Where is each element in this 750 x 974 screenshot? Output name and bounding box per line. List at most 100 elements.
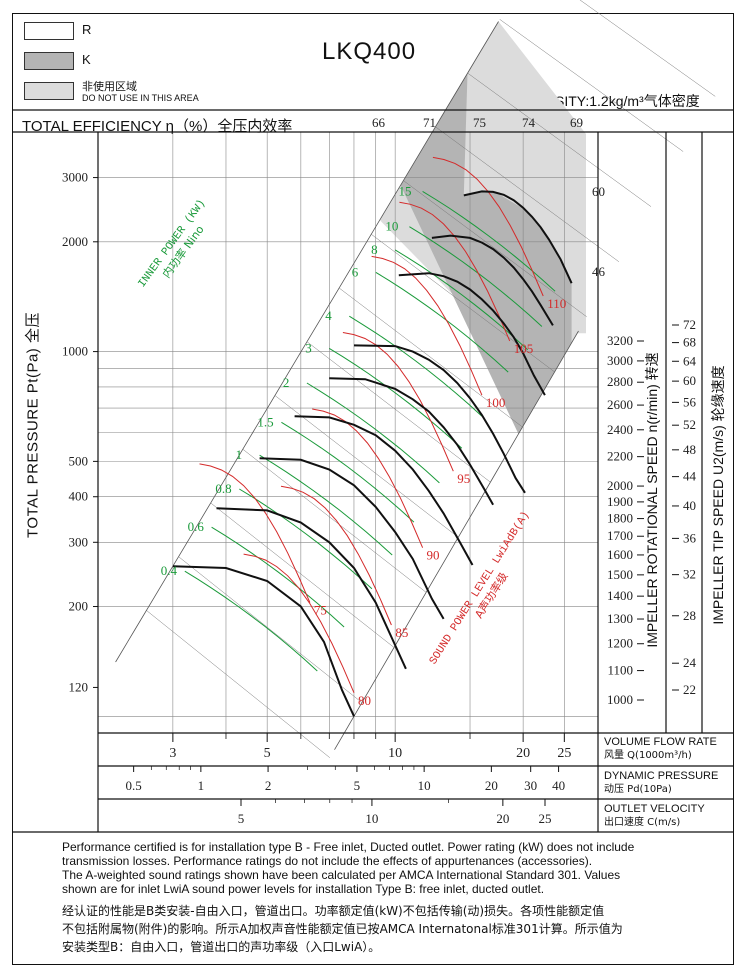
sound-curve bbox=[371, 255, 483, 396]
legend-label-k: K bbox=[82, 52, 91, 67]
k-area bbox=[400, 73, 572, 435]
diag-grid-line bbox=[371, 234, 555, 373]
tip-tick-label: 28 bbox=[683, 608, 696, 623]
y-tick-label: 2000 bbox=[62, 234, 88, 249]
power-curve bbox=[306, 382, 440, 484]
rpm-tick-label: 3200 bbox=[607, 333, 633, 348]
notes-cn-3: 安装类型B：自由入口，管道出口的声功率级（入口LwiA）。 bbox=[62, 940, 381, 954]
diag-grid-line bbox=[242, 448, 427, 593]
power-label: 2 bbox=[283, 375, 290, 390]
dp-tick-label: 1 bbox=[198, 778, 205, 793]
vel-tick-label: 10 bbox=[365, 811, 378, 826]
rpm-tick-label: 3000 bbox=[607, 353, 633, 368]
rpm-tick-label: 2800 bbox=[607, 374, 633, 389]
tip-tick-label: 72 bbox=[683, 317, 696, 332]
flow-tick-label: 3 bbox=[169, 746, 176, 761]
tip-tick-label: 52 bbox=[683, 417, 696, 432]
dp-tick-label: 2 bbox=[265, 778, 272, 793]
speed-curve bbox=[294, 415, 474, 566]
dynamic-pressure-title-en: DYNAMIC PRESSURE bbox=[604, 770, 719, 782]
sound-label: 100 bbox=[486, 395, 506, 410]
flow-axis-title-cn: 风量 Q(1000m³/h) bbox=[604, 750, 692, 761]
band-boundary-low bbox=[115, 21, 499, 663]
notes-en-3: The A-weighted sound ratings shown have … bbox=[62, 868, 621, 882]
sound-label: 105 bbox=[514, 341, 534, 356]
power-curve bbox=[184, 570, 318, 672]
diag-grid-line bbox=[274, 395, 459, 538]
power-curve bbox=[259, 454, 393, 556]
tip-tick-label: 68 bbox=[683, 335, 696, 350]
vel-tick-label: 20 bbox=[496, 811, 509, 826]
diag-grid-line bbox=[403, 180, 587, 318]
sound-label: 85 bbox=[395, 625, 408, 640]
sound-label: 90 bbox=[427, 548, 440, 563]
speed-curve bbox=[329, 377, 494, 506]
rpm-tick-label: 1200 bbox=[607, 636, 633, 651]
sound-label: 75 bbox=[314, 603, 327, 618]
efficiency-label: 69 bbox=[570, 115, 583, 130]
flow-tick-label: 20 bbox=[516, 746, 530, 761]
sound-curve bbox=[312, 408, 424, 548]
sound-curve bbox=[199, 463, 311, 603]
y-tick-label: 300 bbox=[69, 534, 89, 549]
legend-label-noarea-en: DO NOT USE IN THIS AREA bbox=[82, 93, 199, 103]
flow-tick-label: 10 bbox=[388, 746, 402, 761]
power-curve bbox=[349, 315, 483, 417]
diag-grid-line bbox=[306, 341, 491, 483]
tip-tick-label: 60 bbox=[683, 373, 696, 388]
power-curve bbox=[394, 249, 529, 351]
power-label: 1 bbox=[236, 447, 243, 462]
vel-tick-label: 25 bbox=[539, 811, 552, 826]
rpm-tick-label: 2600 bbox=[607, 397, 633, 412]
tip-tick-label: 40 bbox=[683, 498, 696, 513]
efficiency-label: 71 bbox=[423, 115, 436, 130]
diag-grid-line bbox=[499, 19, 684, 152]
tip-tick-label: 36 bbox=[683, 530, 697, 545]
flow-tick-label: 5 bbox=[264, 746, 271, 761]
sound-curve bbox=[243, 553, 355, 693]
model-title: LKQ400 bbox=[322, 38, 417, 65]
speed-curve bbox=[216, 507, 407, 670]
speed-curve bbox=[259, 457, 445, 620]
rpm-tick-label: 1400 bbox=[607, 588, 633, 603]
efficiency-label-right: 46 bbox=[592, 264, 606, 279]
rpm-tick-label: 1900 bbox=[607, 494, 633, 509]
efficiency-label: 75 bbox=[473, 115, 486, 130]
power-curve bbox=[375, 271, 509, 373]
speed-curve bbox=[431, 234, 554, 326]
legend-swatch-r bbox=[24, 22, 74, 40]
y-tick-label: 1000 bbox=[62, 344, 88, 359]
rpm-tick-label: 1700 bbox=[607, 528, 633, 543]
rpm-tick-label: 2000 bbox=[607, 478, 633, 493]
vel-tick-label: 5 bbox=[238, 811, 245, 826]
power-label: 1.5 bbox=[257, 414, 273, 429]
power-label: 15 bbox=[399, 183, 412, 198]
sound-curve bbox=[280, 485, 392, 626]
power-label: 4 bbox=[325, 308, 332, 323]
notes-en-1: Performance certified is for installatio… bbox=[62, 840, 635, 854]
rpm-tick-label: 1100 bbox=[607, 663, 633, 678]
rpm-tick-label: 2400 bbox=[607, 422, 633, 437]
dp-tick-label: 0.5 bbox=[126, 778, 142, 793]
flow-tick-label: 25 bbox=[557, 746, 571, 761]
rpm-tick-label: 2200 bbox=[607, 449, 633, 464]
power-curve bbox=[211, 526, 345, 628]
dynamic-pressure-title-cn: 动压 Pd(10Pa) bbox=[604, 784, 672, 795]
flow-axis-title: VOLUME FLOW RATE 风量 Q(1000m³/h) bbox=[604, 736, 717, 762]
tip-tick-label: 56 bbox=[683, 394, 697, 409]
power-curve bbox=[239, 488, 373, 590]
efficiency-label: 74 bbox=[522, 115, 536, 130]
power-label: 0.6 bbox=[188, 519, 205, 534]
rpm-tick-label: 1300 bbox=[607, 611, 633, 626]
diag-grid-line bbox=[338, 287, 523, 428]
power-curve bbox=[409, 226, 543, 327]
notes-en-2: transmission losses. Performance ratings… bbox=[62, 854, 593, 868]
rpm-tick-label: 1800 bbox=[607, 511, 633, 526]
diag-grid-line bbox=[210, 502, 395, 648]
efficiency-label: 66 bbox=[372, 115, 386, 130]
power-label: 0.4 bbox=[161, 563, 178, 578]
power-curve bbox=[281, 421, 415, 523]
tip-tick-label: 64 bbox=[683, 353, 697, 368]
flow-axis-title-en: VOLUME FLOW RATE bbox=[604, 736, 717, 748]
